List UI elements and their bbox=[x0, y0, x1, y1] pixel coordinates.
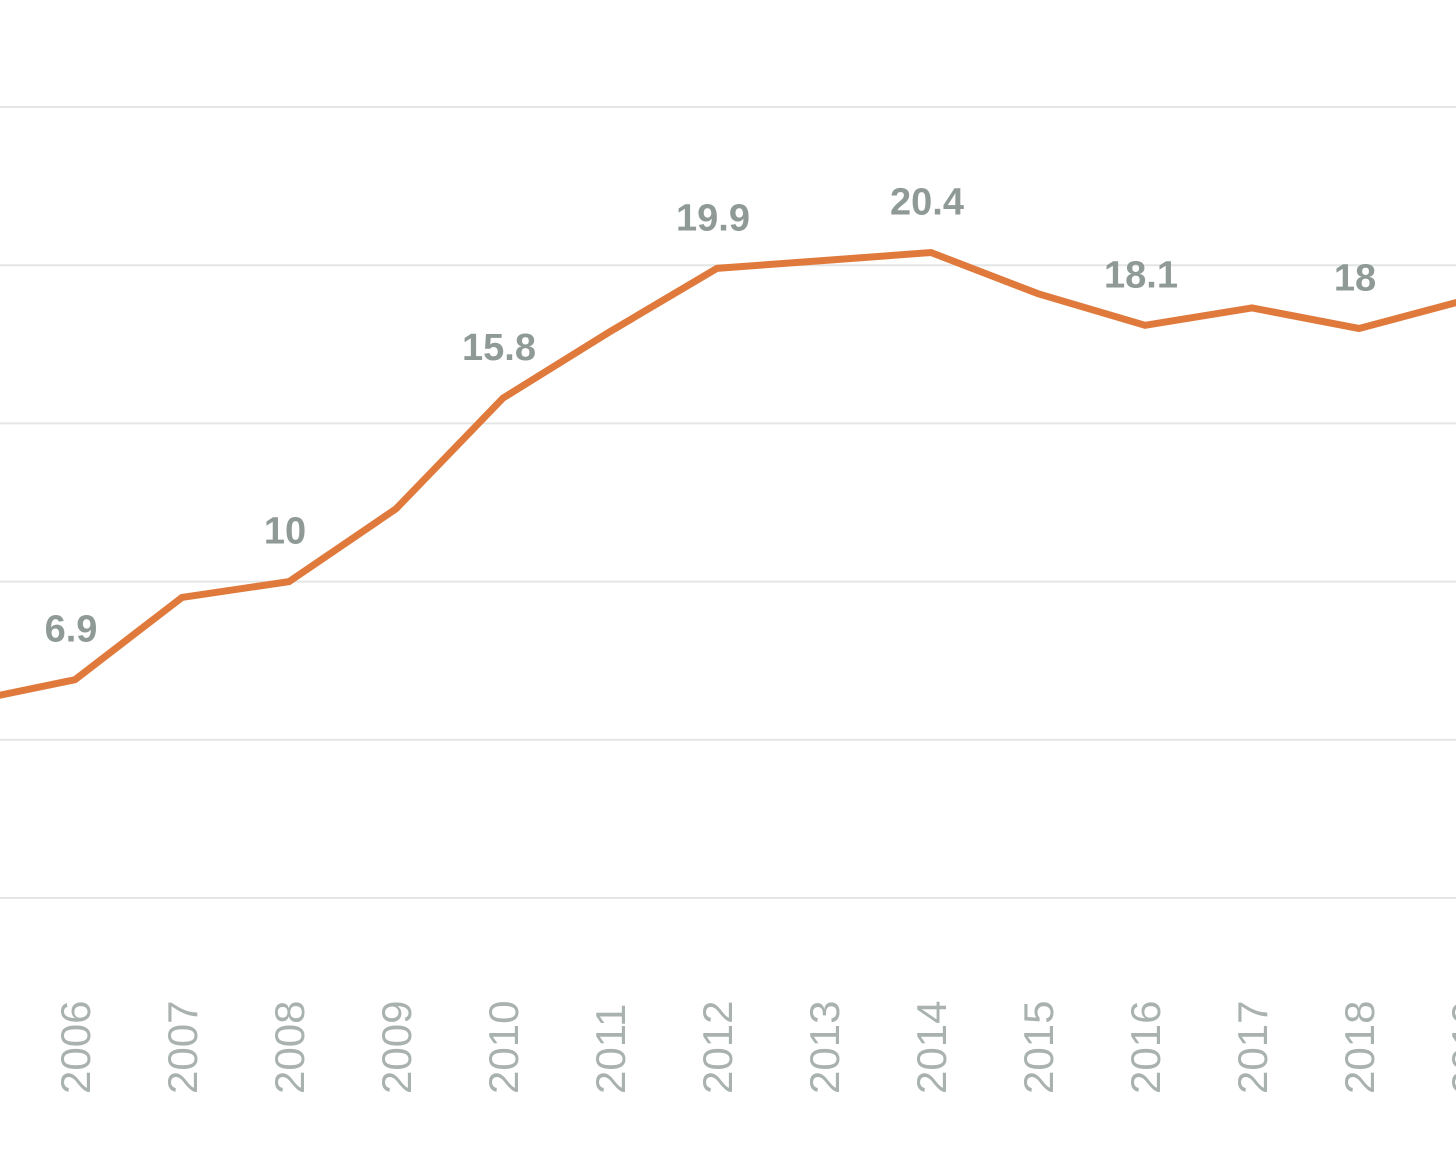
x-tick-label: 2009 bbox=[373, 1001, 420, 1094]
x-tick-label: 2017 bbox=[1229, 1001, 1276, 1094]
x-axis-tick-labels: 2006 2007 2008 2009 2010 2011 2012 2013 2014 2015… bbox=[52, 1001, 1456, 1094]
x-tick-label: 2008 bbox=[266, 1001, 313, 1094]
x-tick-label: 2006 bbox=[52, 1001, 99, 1094]
x-tick-label: 2014 bbox=[908, 1001, 955, 1094]
x-tick-label: 2010 bbox=[480, 1001, 527, 1094]
x-tick-label: 2007 bbox=[159, 1001, 206, 1094]
data-label: 18.1 bbox=[1104, 254, 1178, 296]
x-tick-label: 2016 bbox=[1122, 1001, 1169, 1094]
data-label: 6.9 bbox=[45, 609, 98, 651]
data-label: 19.9 bbox=[676, 197, 750, 239]
data-label: 20.4 bbox=[890, 182, 964, 224]
x-tick-label: 2019 bbox=[1443, 1001, 1456, 1094]
data-label: 15.8 bbox=[462, 327, 536, 369]
x-tick-label: 2013 bbox=[801, 1001, 848, 1094]
series-line-layer bbox=[0, 248, 1456, 699]
x-tick-label: 2012 bbox=[694, 1001, 741, 1094]
x-tick-label: 2018 bbox=[1336, 1001, 1383, 1094]
data-labels: 6.9 10 15.8 19.9 20.4 18.1 18 bbox=[45, 182, 1377, 651]
data-label: 18 bbox=[1334, 257, 1376, 299]
x-tick-label: 2015 bbox=[1015, 1001, 1062, 1094]
x-tick-label: 2011 bbox=[587, 1004, 634, 1094]
data-label: 10 bbox=[264, 511, 306, 553]
series-line bbox=[0, 248, 1456, 699]
